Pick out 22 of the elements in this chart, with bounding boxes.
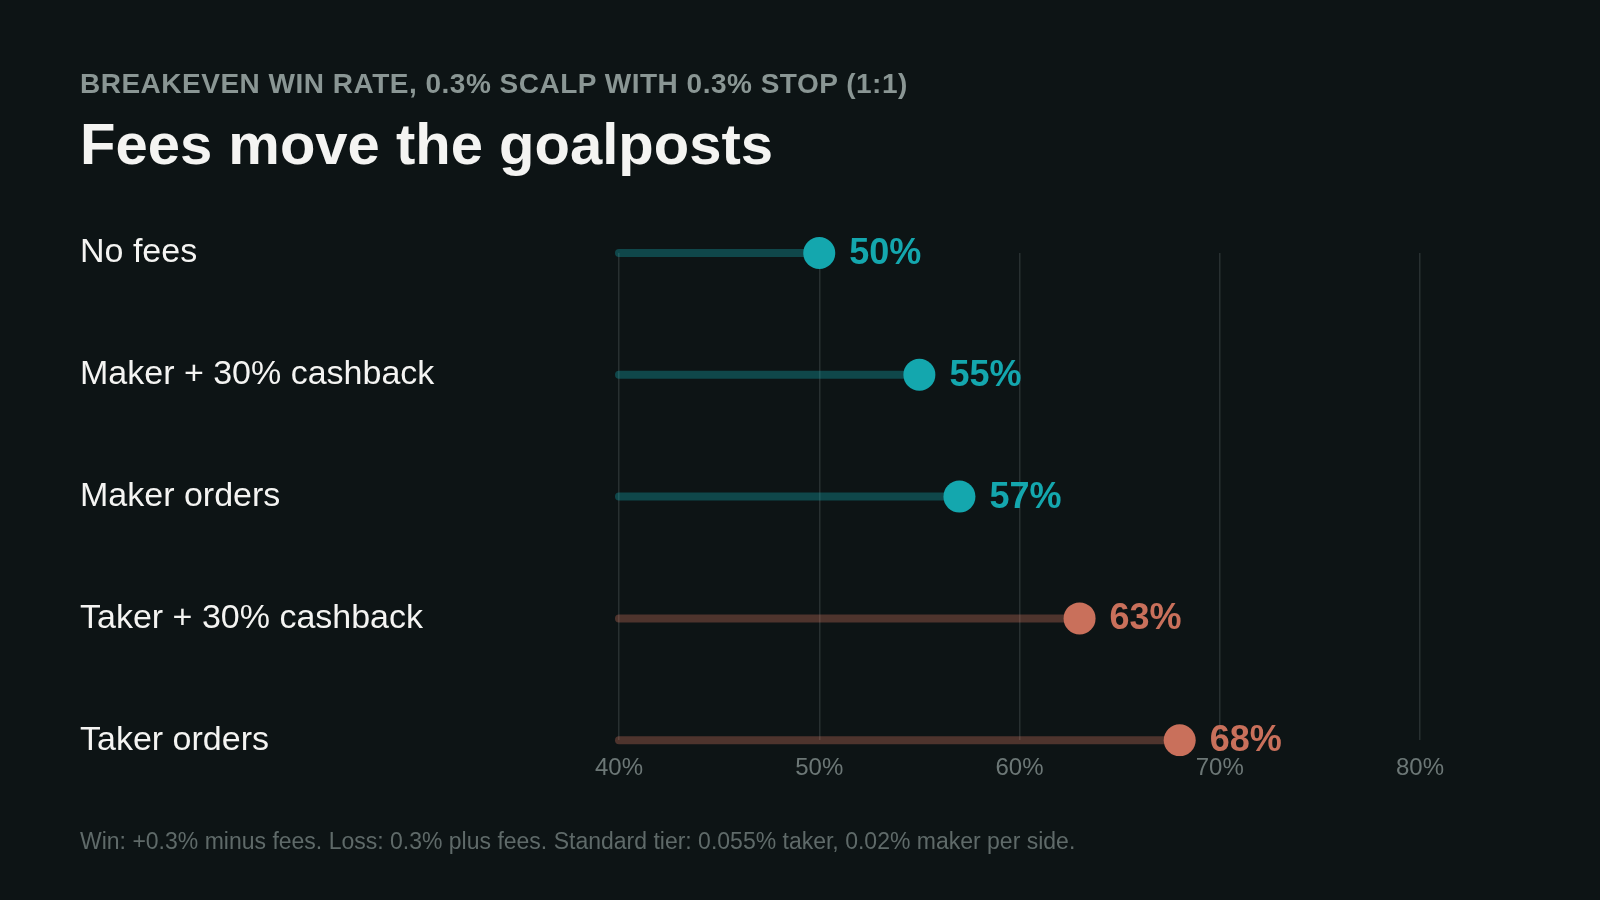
y-tick-label: Taker + 30% cashback [80, 596, 425, 635]
point [1063, 602, 1096, 635]
data-label: 57% [989, 474, 1062, 516]
x-tick-label: 80% [1395, 753, 1445, 781]
point [1163, 724, 1196, 757]
point [803, 237, 836, 269]
y-tick-label: Maker + 30% cashback [80, 353, 436, 392]
y-tick-label: No fees [80, 231, 198, 270]
chart-subtitle: BREAKEVEN WIN RATE, 0.3% SCALP WITH 0.3% STOP (1:1) [80, 68, 908, 100]
data-label: 50% [849, 230, 922, 272]
y-tick-label: Taker orders [80, 718, 269, 757]
y-tick-label: Maker orders [80, 474, 281, 513]
x-tick-label: 70% [1195, 753, 1244, 781]
x-tick-label: 40% [594, 753, 644, 781]
chart-title: Fees move the goalposts [80, 110, 773, 177]
x-tick-label: 50% [795, 753, 844, 781]
data-label: 63% [1109, 596, 1182, 638]
point [943, 480, 976, 513]
x-tick-label: 60% [995, 753, 1044, 781]
point [903, 358, 936, 391]
annotation: Win: +0.3% minus fees. Loss: 0.3% plus fees. Standard tier: 0.055% taker, 0.02% maker per side. [80, 828, 1076, 855]
data-label: 55% [949, 352, 1022, 394]
